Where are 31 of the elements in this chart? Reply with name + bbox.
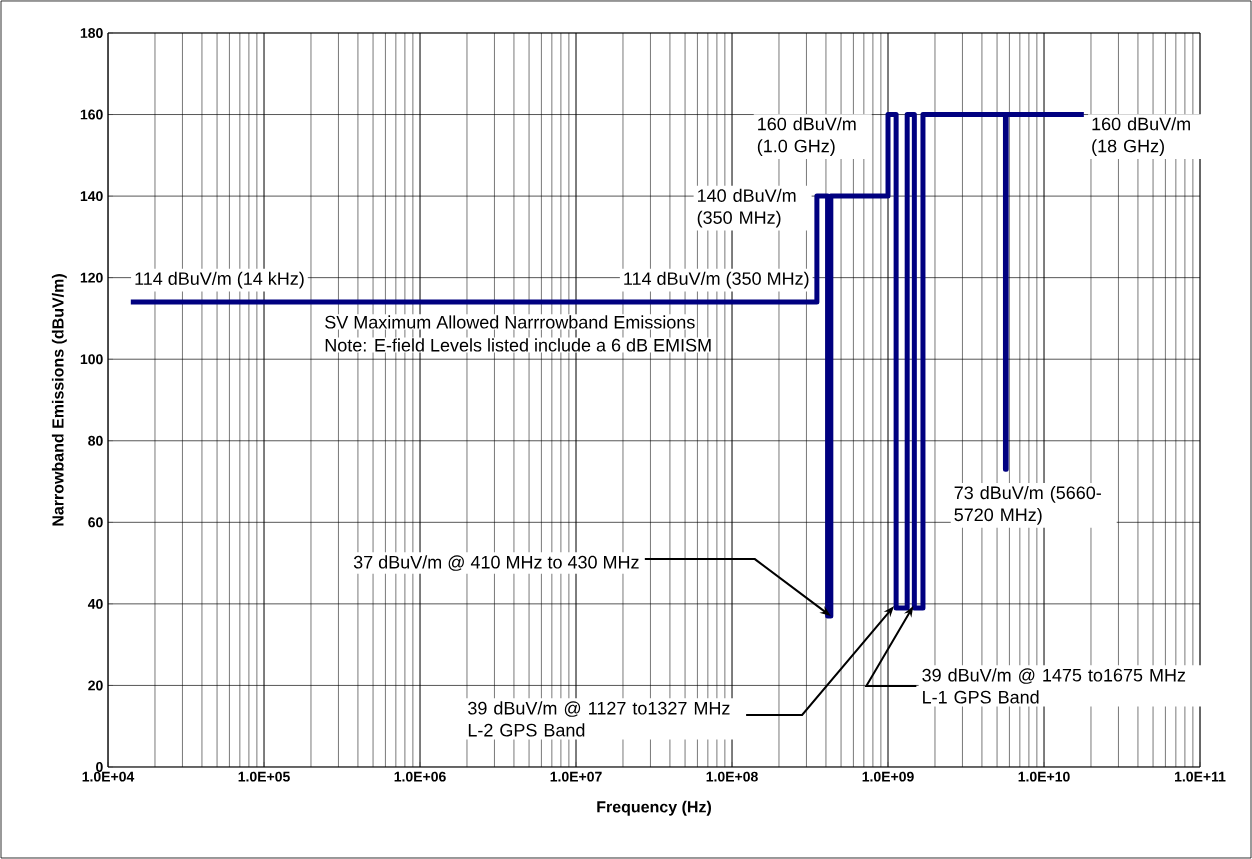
y-axis-title: Narrowband Emissions (dBuV/m) [51, 274, 67, 526]
y-tick-label: 160 [80, 109, 103, 120]
annotation: 37 dBuV/m @ 410 MHz to 430 MHz [353, 555, 639, 571]
y-tick-label: 120 [80, 272, 103, 283]
annotation: 140 dBuV/m (350 MHz) [697, 188, 796, 228]
annotation: 114 dBuV/m (350 MHz) [624, 271, 809, 289]
x-tick-label: 1.0E+05 [238, 771, 290, 782]
y-tick-label: 80 [88, 435, 103, 446]
x-tick-label: 1.0E+06 [394, 771, 446, 782]
annotation: 160 dBuV/m (1.0 GHz) [757, 117, 856, 156]
x-tick-label: 1.0E+04 [82, 771, 135, 782]
annotation: SV Maximum Allowed Narrrowband Emissions [325, 315, 695, 329]
annotation: 114 dBuV/m (14 kHz) [135, 271, 304, 289]
y-tick-label: 40 [87, 598, 103, 609]
y-tick-label: 100 [80, 354, 103, 365]
y-tick-label: 0 [96, 762, 103, 772]
x-axis-title: Frequency (Hz) [597, 800, 711, 816]
annotation: 39 dBuV/m @ 1475 to1675 MHz L-1 GPS Band [922, 668, 1186, 704]
annotation: 39 dBuV/m @ 1127 to1327 MHz L-2 GPS Band [468, 701, 730, 737]
x-tick-label: 1.0E+10 [1018, 771, 1070, 782]
x-tick-label: 1.0E+11 [1175, 771, 1226, 782]
y-tick-label: 20 [88, 680, 103, 691]
y-tick-label: 60 [88, 517, 103, 528]
y-tick-label: 180 [80, 28, 103, 38]
annotation: Note: E-field Levels listed include a 6 dB EMISM [325, 338, 711, 352]
x-tick-label: 1.0E+07 [550, 771, 602, 782]
annotation: 73 dBuV/m (5660-5720 MHz) [954, 485, 1101, 525]
annotation: 160 dBuV/m (18 GHz) [1092, 117, 1190, 156]
y-tick-label: 140 [80, 191, 103, 202]
x-tick-label: 1.0E+08 [706, 771, 758, 782]
x-tick-label: 1.0E+09 [862, 771, 914, 782]
